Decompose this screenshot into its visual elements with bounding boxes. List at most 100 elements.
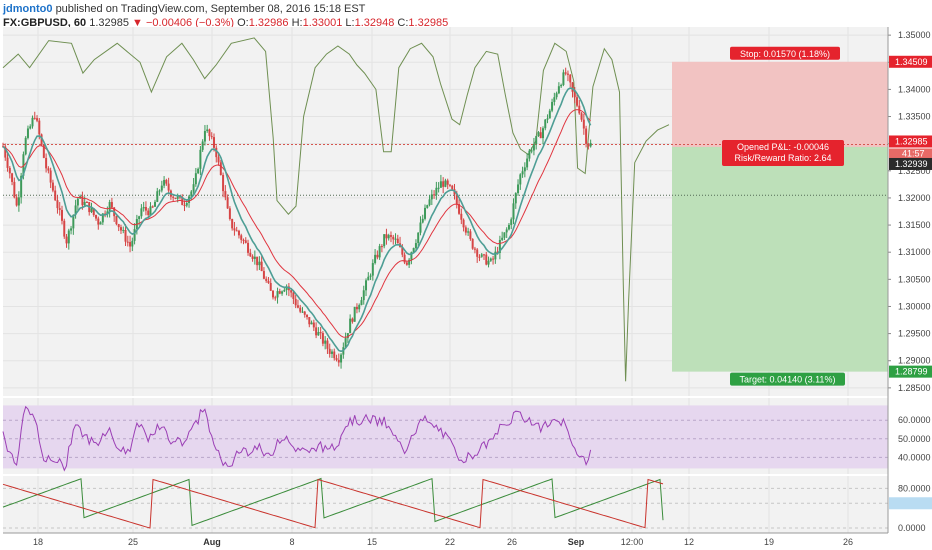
stop-label-bg — [730, 46, 840, 60]
candle-body — [430, 194, 433, 200]
candle-body — [117, 224, 120, 228]
candle-body — [51, 182, 54, 191]
candle-body — [557, 86, 560, 94]
candle-body — [458, 204, 461, 214]
target-price-tag-bg — [889, 365, 932, 378]
candle-body — [451, 185, 454, 190]
candle-body — [144, 207, 147, 211]
candle-body — [473, 248, 476, 250]
candle-body — [58, 208, 61, 210]
candle-body — [15, 197, 18, 206]
stoch-tick-label: 80.0000 — [898, 483, 931, 493]
candle-body — [97, 218, 100, 225]
stop-price-tag: 1.34509 — [895, 57, 928, 67]
price-tick-label: 1.30000 — [898, 301, 931, 311]
candle-body — [76, 198, 79, 206]
candle-body — [283, 289, 286, 292]
candle-body — [29, 126, 32, 129]
candle-body — [560, 84, 563, 87]
candle-body — [403, 254, 406, 263]
candle-body — [324, 340, 327, 344]
candle-body — [462, 219, 465, 228]
candle-body — [31, 117, 34, 127]
open-label: O: — [237, 17, 249, 29]
candle-body — [260, 261, 263, 272]
candle-body — [256, 256, 259, 266]
time-tick-label: 12 — [684, 537, 694, 547]
candle-body — [573, 91, 576, 98]
candle-body — [351, 318, 354, 322]
candle-body — [72, 214, 75, 229]
candle-body — [376, 254, 379, 258]
candle-body — [194, 173, 197, 185]
close-value: 1.32985 — [408, 17, 449, 29]
candle-body — [36, 118, 39, 121]
candle-body — [210, 136, 213, 138]
candle-body — [149, 206, 152, 215]
candle-body — [219, 162, 222, 175]
candle-body — [276, 291, 279, 298]
candle-body — [419, 222, 422, 233]
candle-body — [315, 327, 318, 336]
candle-body — [38, 120, 41, 135]
entry-price-tag-bg — [889, 157, 932, 170]
candle-body — [290, 290, 293, 293]
candle-body — [446, 180, 449, 185]
high-value: 1.33001 — [302, 17, 343, 29]
rsi-line — [2, 405, 592, 472]
published-text: published on TradingView.com, September … — [55, 3, 366, 15]
candle-body — [163, 179, 166, 186]
candle-body — [147, 210, 150, 215]
stop-label: Stop: 0.01570 (1.18%) — [740, 49, 830, 59]
candle-body — [285, 286, 288, 290]
candle-body — [253, 256, 256, 259]
candle-body — [208, 129, 211, 137]
candle-body — [389, 235, 392, 237]
candle-body — [299, 307, 302, 312]
candle-body — [269, 282, 272, 291]
candle-body — [6, 157, 9, 168]
candle-body — [201, 141, 204, 150]
time-tick-label: 19 — [764, 537, 774, 547]
candle-body — [154, 201, 157, 207]
candle-body — [510, 219, 513, 225]
price-tick-label: 1.30500 — [898, 274, 931, 284]
down-arrow-icon: ▼ — [132, 17, 143, 29]
candle-body — [360, 300, 363, 306]
candle-body — [548, 110, 551, 119]
candle-body — [267, 280, 270, 283]
candle-body — [483, 254, 486, 256]
time-tick-label: 15 — [367, 537, 377, 547]
candle-body — [562, 72, 565, 85]
candle-body — [587, 143, 590, 147]
candle-body — [421, 218, 424, 223]
candle-body — [271, 290, 274, 298]
candle-body — [108, 202, 111, 212]
time-tick-label: 22 — [445, 537, 455, 547]
candle-body — [24, 137, 27, 155]
candle-body — [383, 234, 386, 247]
candle-body — [142, 207, 145, 209]
rr-label: Risk/Reward Ratio: 2.64 — [734, 153, 831, 163]
candle-body — [213, 137, 216, 148]
candle-body — [33, 117, 36, 119]
candle-body — [424, 207, 427, 219]
author-link[interactable]: jdmonto0 — [3, 3, 53, 15]
candle-body — [437, 187, 440, 189]
candle-body — [151, 206, 154, 208]
candle-body — [126, 241, 129, 243]
candle-body — [242, 239, 245, 241]
candle-body — [278, 291, 281, 294]
candle-body — [90, 208, 93, 213]
time-tick-label: Sep — [568, 537, 585, 547]
candle-body — [494, 251, 497, 260]
price-tick-label: 1.31000 — [898, 247, 931, 257]
stoch-d-line — [2, 478, 664, 529]
target-price-tag: 1.28799 — [895, 367, 928, 377]
candle-body — [319, 332, 322, 334]
candle-body — [56, 200, 59, 209]
candle-body — [333, 351, 336, 359]
time-tick-label: 26 — [843, 537, 853, 547]
candle-body — [274, 297, 277, 299]
